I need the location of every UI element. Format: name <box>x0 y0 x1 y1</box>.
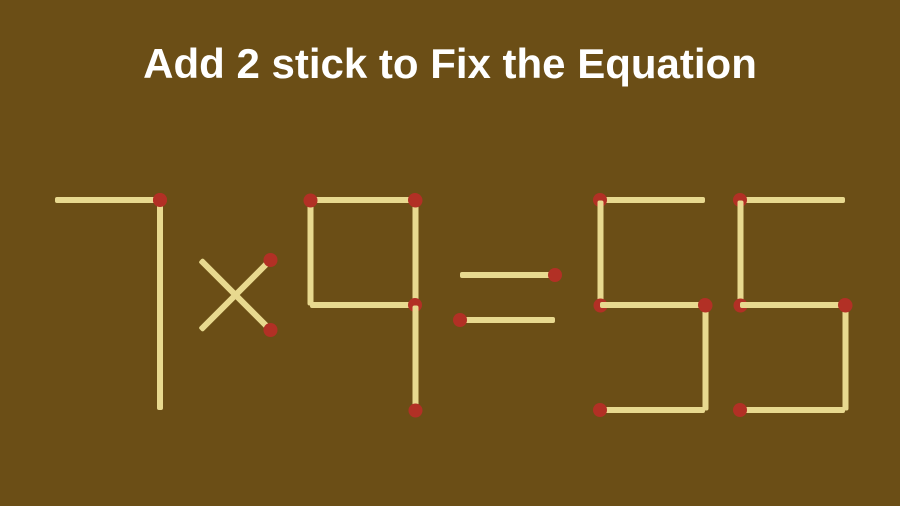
match-stick <box>702 305 708 410</box>
match-head <box>733 403 747 417</box>
match-d5b-top <box>740 197 845 203</box>
match-d5b-tl <box>737 200 743 305</box>
match-stick <box>600 302 705 308</box>
match-stick <box>310 302 415 308</box>
match-head <box>698 298 712 312</box>
match-d5a-bot <box>600 407 705 413</box>
match-d5b-mid <box>740 302 845 308</box>
match-head <box>408 193 422 207</box>
match-stick <box>310 197 415 203</box>
match-stick <box>460 272 555 278</box>
match-stick <box>412 305 418 410</box>
match-d5a-top <box>600 197 705 203</box>
match-stick <box>737 200 743 305</box>
match-stick <box>157 200 163 410</box>
match-head <box>303 193 317 207</box>
match-stick <box>597 200 603 305</box>
match-stick <box>740 407 845 413</box>
match-stick <box>55 197 160 203</box>
match-stick <box>740 302 845 308</box>
match-d9-top <box>310 197 415 203</box>
match-d9-tl <box>307 200 313 305</box>
match-d7-right <box>157 200 163 410</box>
match-eq-top <box>460 272 555 278</box>
match-stick <box>412 200 418 305</box>
match-stick <box>307 200 313 305</box>
match-d5a-tl <box>597 200 603 305</box>
match-head <box>593 403 607 417</box>
match-head <box>153 193 167 207</box>
match-d5b-bot <box>740 407 845 413</box>
match-stick <box>600 197 705 203</box>
match-eq-bot <box>460 317 555 323</box>
match-stick <box>740 197 845 203</box>
match-d7-top <box>55 197 160 203</box>
match-stick <box>600 407 705 413</box>
match-d5b-br <box>842 305 848 410</box>
match-head <box>548 268 562 282</box>
match-head <box>453 313 467 327</box>
match-head <box>838 298 852 312</box>
match-d9-br <box>412 305 418 410</box>
match-d9-mid <box>310 302 415 308</box>
match-d9-tr <box>412 200 418 305</box>
matchstick-stage <box>0 0 900 506</box>
match-d5a-br <box>702 305 708 410</box>
match-stick <box>842 305 848 410</box>
match-stick <box>460 317 555 323</box>
match-head <box>408 403 422 417</box>
match-d5a-mid <box>600 302 705 308</box>
